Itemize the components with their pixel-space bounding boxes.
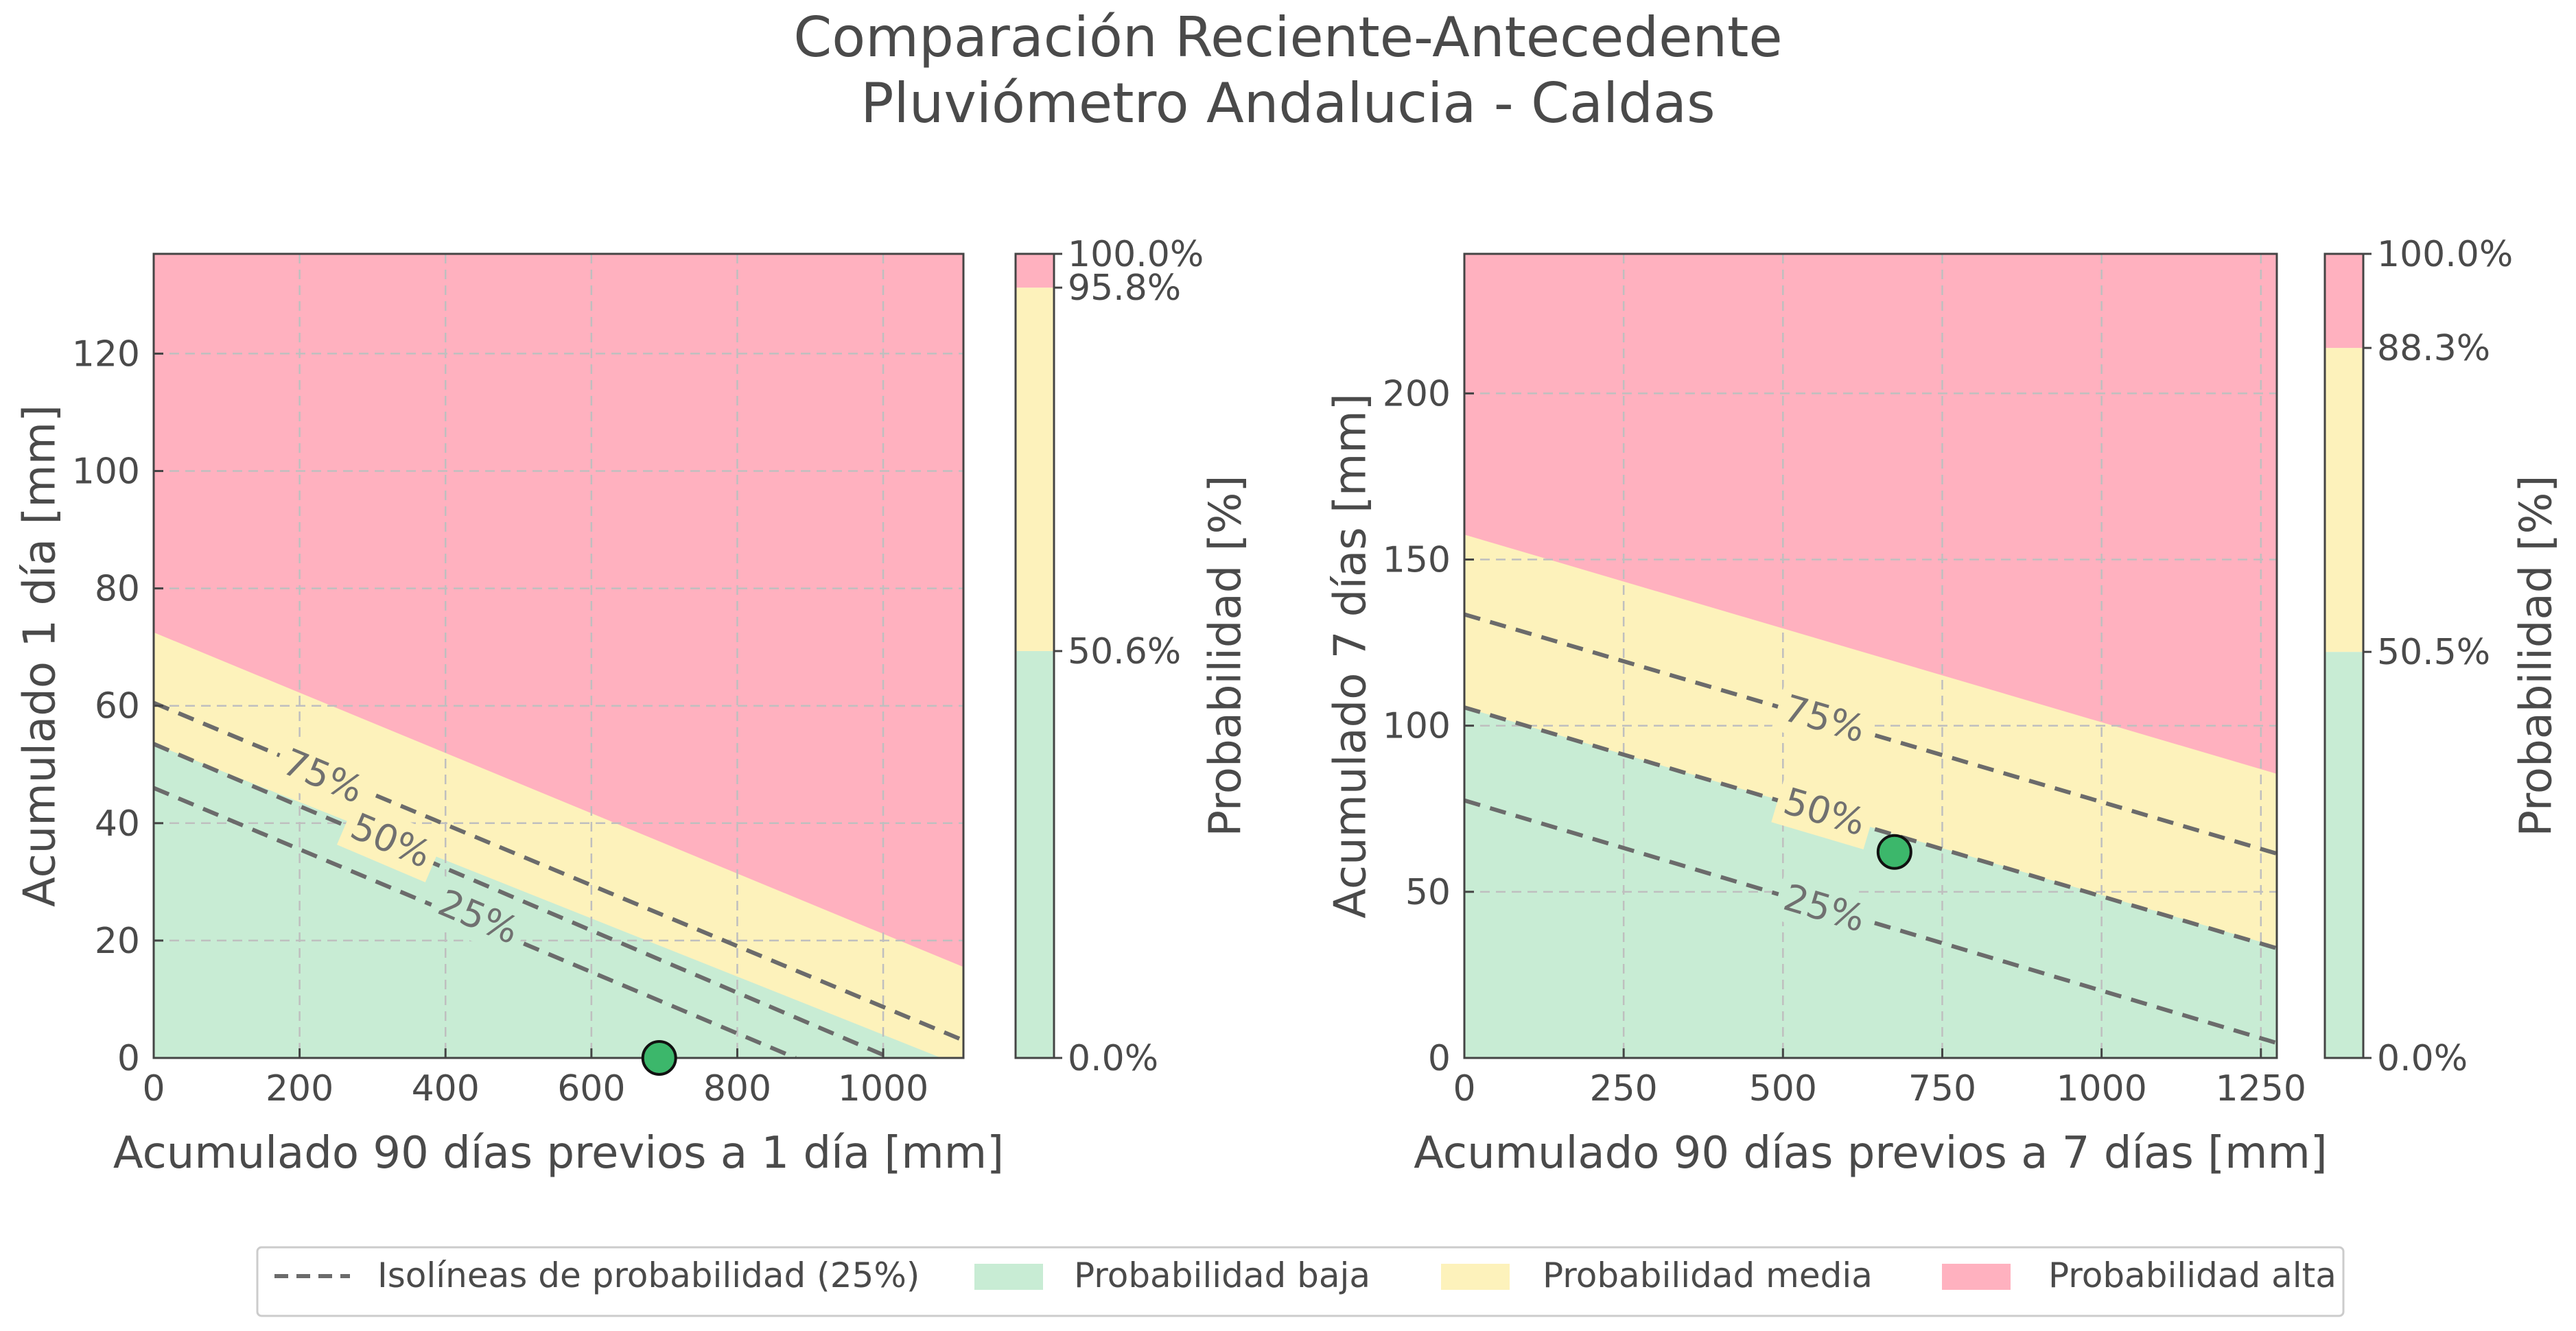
x-tick-label: 600 [557,1068,625,1109]
figure-title-line1: Comparación Reciente-Antecedente [793,5,1782,69]
plot-frame [152,252,965,1059]
colorbar-band-medium [1016,287,1054,651]
colorbar-tick-label: 95.8% [1068,268,1181,309]
x-tick-label: 1000 [2056,1068,2146,1109]
chart-left: 25%50%75% 0 200 400 600 800 1000 0 20 40 60 80 100 12… [15,234,1252,1179]
legend-label-low: Probabilidad baja [1074,1256,1370,1295]
isoline-label-gap [1771,871,1878,946]
legend-frame [256,1246,2345,1317]
colorbar-frame [2323,252,2365,1059]
legend-swatch-high [1942,1264,2011,1290]
y-tick-label: 200 [1383,373,1451,414]
x-axis-label: Acumulado 90 días previos a 7 días [mm] [1414,1128,2328,1179]
colorbar-label: Probabilidad [%] [2511,475,2562,837]
colorbar-tick-label: 88.3% [2377,328,2490,369]
legend-label-high: Probabilidad alta [2048,1256,2337,1295]
legend: Isolíneas de probabilidad (25%) Probabil… [256,1246,2345,1317]
y-tick-label: 40 [95,803,140,845]
colorbar-frame [1014,252,1055,1059]
isoline-label-gap [1771,681,1877,757]
y-tick-label: 0 [1428,1038,1451,1079]
figure-title-line2: Pluviómetro Andalucia - Caldas [860,71,1715,135]
plot-area: 25%50%75% [1464,254,2277,1058]
y-tick-label: 0 [117,1038,140,1079]
y-tick-label: 50 [1405,872,1451,913]
x-tick-label: 800 [703,1068,771,1109]
region-low [1464,707,2277,1058]
x-tick-label: 250 [1590,1068,1658,1109]
y-tick-label: 120 [72,333,140,375]
isoline-label-gap [1771,775,1878,850]
plot-area: 25%50%75% [154,254,963,1058]
y-tick-label: 100 [72,451,140,493]
isoline-25 [1464,798,2277,1046]
colorbar-tick-label: 0.0% [1068,1038,1158,1079]
colorbar-tick-label: 50.5% [2377,632,2490,673]
colorbar-label: Probabilidad [%] [1201,475,1252,837]
colorbar-band-high [1016,254,1054,288]
y-tick-label: 80 [95,569,140,610]
y-tick-label: 20 [95,921,140,962]
x-axis-label: Acumulado 90 días previos a 1 día [mm] [113,1128,1004,1179]
current-point-marker [1876,834,1912,870]
legend-swatch-low [974,1264,1043,1290]
y-tick-label: 150 [1383,540,1451,581]
colorbar-band-high [2325,254,2363,349]
legend-swatch-medium [1441,1264,1510,1290]
x-tick-label: 500 [1749,1068,1817,1109]
colorbar-band-low [1016,650,1054,1058]
x-tick-label: 200 [266,1068,333,1109]
chart-right: 25%50%75%0 250 500 750 1000 1250050100150200A… [1326,234,2562,1179]
isoline-50 [1464,705,2277,951]
y-tick-label: 100 [1383,706,1451,747]
colorbar-band-medium [2325,348,2363,652]
legend-label-medium: Probabilidad media [1543,1256,1873,1295]
legend-label-isolines: Isolíneas de probabilidad (25%) [377,1256,920,1295]
colorbar-tick-label: 100.0% [1068,234,1204,275]
isoline-75 [1464,612,2277,856]
x-tick-label: 750 [1908,1068,1976,1109]
y-axis-label: Acumulado 1 día [mm] [15,405,66,907]
y-tick-label: 60 [95,686,140,727]
x-tick-label: 1250 [2216,1068,2306,1109]
y-axis-label: Acumulado 7 días [mm] [1326,393,1377,918]
isoline-label-gap [424,875,532,959]
x-tick-label: 0 [142,1068,165,1109]
isoline-label-gap [336,799,445,883]
region-low [154,744,941,1058]
x-tick-label: 1000 [838,1068,928,1109]
current-point-marker [641,1040,677,1076]
x-tick-label: 0 [1453,1068,1475,1109]
isoline-label-gap [269,735,377,818]
colorbar-tick-label: 100.0% [2377,234,2513,275]
plot-frame [1463,252,2278,1059]
colorbar-tick-label: 0.0% [2377,1038,2468,1079]
colorbar-band-low [2325,652,2363,1058]
colorbar-tick-label: 50.6% [1068,631,1181,672]
x-tick-label: 400 [412,1068,480,1109]
